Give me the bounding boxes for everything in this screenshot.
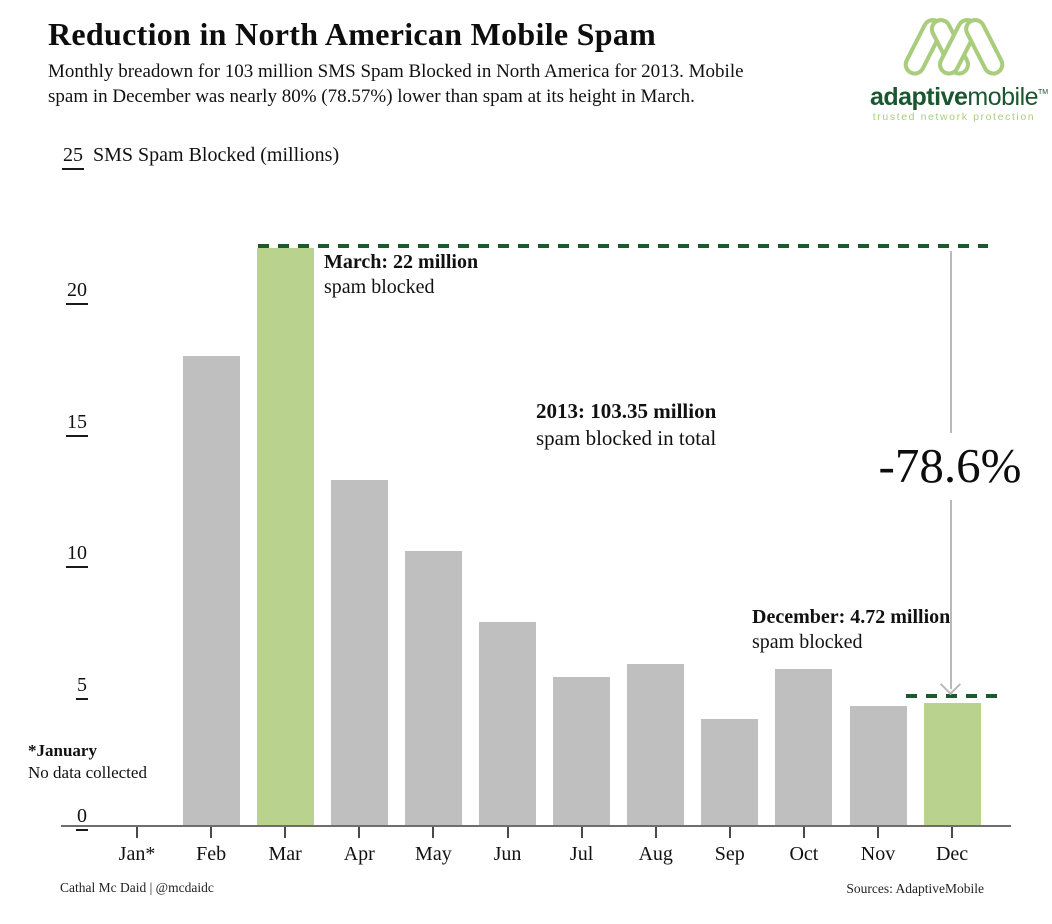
y-axis-unit-row: 25 SMS Spam Blocked (millions) xyxy=(62,144,339,170)
x-axis-tick xyxy=(951,827,954,838)
y-axis-unit-label: SMS Spam Blocked (millions) xyxy=(93,144,340,166)
source-credit: Sources: AdaptiveMobile xyxy=(846,881,984,896)
x-axis-tick xyxy=(210,827,213,838)
x-tick-label-mar: Mar xyxy=(268,843,302,865)
bar-sep xyxy=(701,719,759,827)
logo-wordmark: adaptivemobile TM xyxy=(869,83,1048,111)
x-axis-tick xyxy=(580,827,583,838)
annotation-january-sub: No data collected xyxy=(28,763,147,782)
x-axis-tick xyxy=(877,827,879,838)
bar-jul xyxy=(553,677,611,827)
y-tick-label-20: 20 xyxy=(40,279,88,305)
y-tick-label-10: 10 xyxy=(40,542,88,568)
page-subtitle: Monthly breadown for 103 million SMS Spa… xyxy=(48,59,744,109)
bar-oct xyxy=(775,669,833,827)
y-tick-label-25: 25 xyxy=(62,144,84,170)
x-tick-label-oct: Oct xyxy=(789,843,819,865)
x-axis-tick xyxy=(284,827,287,838)
x-axis-tick xyxy=(136,827,138,838)
bar-nov xyxy=(849,706,907,827)
page-title: Reduction in North American Mobile Spam xyxy=(48,16,657,52)
decline-arrow-head-icon xyxy=(939,673,962,696)
y-tick-label-15: 15 xyxy=(40,411,88,437)
adaptivemobile-mark-icon xyxy=(903,18,1005,76)
december-level-reference-line xyxy=(906,693,997,698)
x-tick-label-jun: Jun xyxy=(493,843,522,865)
x-axis-tick xyxy=(506,827,509,838)
subtitle-line-2: spam in December was nearly 80% (78.57%)… xyxy=(48,86,695,107)
y-tick-label-0: 0 xyxy=(40,805,88,831)
bar-apr xyxy=(330,479,388,827)
author-credit: Cathal Mc Daid | @mcdaidc xyxy=(60,880,214,895)
y-tick-text: 5 xyxy=(76,674,88,700)
x-tick-label-sep: Sep xyxy=(714,843,745,865)
y-tick-label-5: 5 xyxy=(40,674,88,700)
x-axis-tick xyxy=(432,827,435,838)
x-axis-tick xyxy=(802,827,805,838)
adaptivemobile-logo: adaptivemobile TM trusted network protec… xyxy=(856,8,1052,123)
logo-text-mobile: mobile xyxy=(967,83,1039,111)
y-tick-text: 20 xyxy=(66,279,88,305)
percent-change-label: -78.6% xyxy=(850,433,1050,500)
annotation-march-sub: spam blocked xyxy=(324,276,435,298)
logo-text-adaptive: adaptive xyxy=(869,83,968,111)
x-tick-label-dec: Dec xyxy=(935,843,969,865)
x-axis-tick xyxy=(358,827,361,838)
x-tick-label-jul: Jul xyxy=(569,843,594,865)
annotation-march-value: March: 22 million xyxy=(324,251,479,273)
annotation-december-sub: spam blocked xyxy=(752,631,863,653)
trademark-symbol: TM xyxy=(1037,89,1049,96)
y-tick-text: 10 xyxy=(66,542,88,568)
x-tick-label-aug: Aug xyxy=(638,843,673,865)
annotation-january: *January No data collected xyxy=(28,740,147,784)
annotation-total-sub: spam blocked in total xyxy=(536,426,717,450)
x-tick-label-jan: Jan* xyxy=(118,843,156,865)
bar-aug xyxy=(627,663,685,827)
annotation-march: March: 22 million spam blocked xyxy=(324,250,478,300)
annotation-total-value: 2013: 103.35 million xyxy=(536,399,717,423)
x-tick-label-apr: Apr xyxy=(343,843,375,865)
march-peak-reference-line xyxy=(258,244,988,249)
y-tick-text: 15 xyxy=(66,411,88,437)
bar-jun xyxy=(479,621,536,827)
x-axis-line xyxy=(61,825,1011,827)
x-tick-label-may: May xyxy=(415,843,452,865)
annotation-december: December: 4.72 million spam blocked xyxy=(752,605,950,655)
y-tick-text: 0 xyxy=(76,805,88,831)
bar-may xyxy=(404,550,462,827)
bar-mar xyxy=(256,248,314,827)
x-tick-label-feb: Feb xyxy=(196,843,227,865)
bar-dec xyxy=(923,702,981,827)
x-tick-label-nov: Nov xyxy=(860,843,896,865)
logo-tagline: trusted network protection xyxy=(872,111,1036,123)
bar-feb xyxy=(182,356,240,827)
annotation-total: 2013: 103.35 million spam blocked in tot… xyxy=(536,398,716,452)
x-axis-tick xyxy=(728,827,731,838)
annotation-december-value: December: 4.72 million xyxy=(752,606,951,628)
annotation-january-title: *January xyxy=(28,741,97,760)
subtitle-line-1: Monthly breadown for 103 million SMS Spa… xyxy=(48,61,744,82)
x-axis-tick xyxy=(654,827,657,838)
